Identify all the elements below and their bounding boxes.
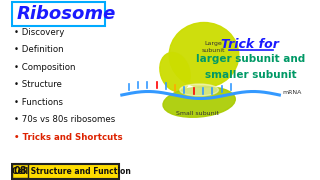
Text: • Tricks and Shortcuts: • Tricks and Shortcuts [14, 132, 123, 141]
Text: Large
subunit: Large subunit [202, 41, 225, 53]
FancyBboxPatch shape [12, 2, 105, 26]
FancyBboxPatch shape [12, 164, 28, 178]
Text: Cell Structure and Function: Cell Structure and Function [12, 166, 131, 176]
Text: Trick for: Trick for [221, 37, 279, 51]
Text: Small subunit: Small subunit [176, 111, 219, 116]
FancyBboxPatch shape [12, 163, 119, 179]
Text: larger subunit and
smaller subunit: larger subunit and smaller subunit [196, 54, 305, 80]
Text: • Definition: • Definition [14, 45, 64, 54]
Text: 08: 08 [13, 166, 27, 176]
Text: • Discovery: • Discovery [14, 28, 65, 37]
Ellipse shape [163, 87, 235, 117]
Text: • 70s vs 80s ribosomes: • 70s vs 80s ribosomes [14, 115, 116, 124]
Text: • Functions: • Functions [14, 98, 63, 107]
Text: mRNA: mRNA [282, 89, 302, 94]
Ellipse shape [180, 84, 219, 96]
Text: Ribosome: Ribosome [16, 5, 116, 23]
Ellipse shape [169, 22, 239, 87]
Ellipse shape [160, 53, 190, 91]
Text: • Structure: • Structure [14, 80, 62, 89]
Text: • Composition: • Composition [14, 62, 76, 71]
